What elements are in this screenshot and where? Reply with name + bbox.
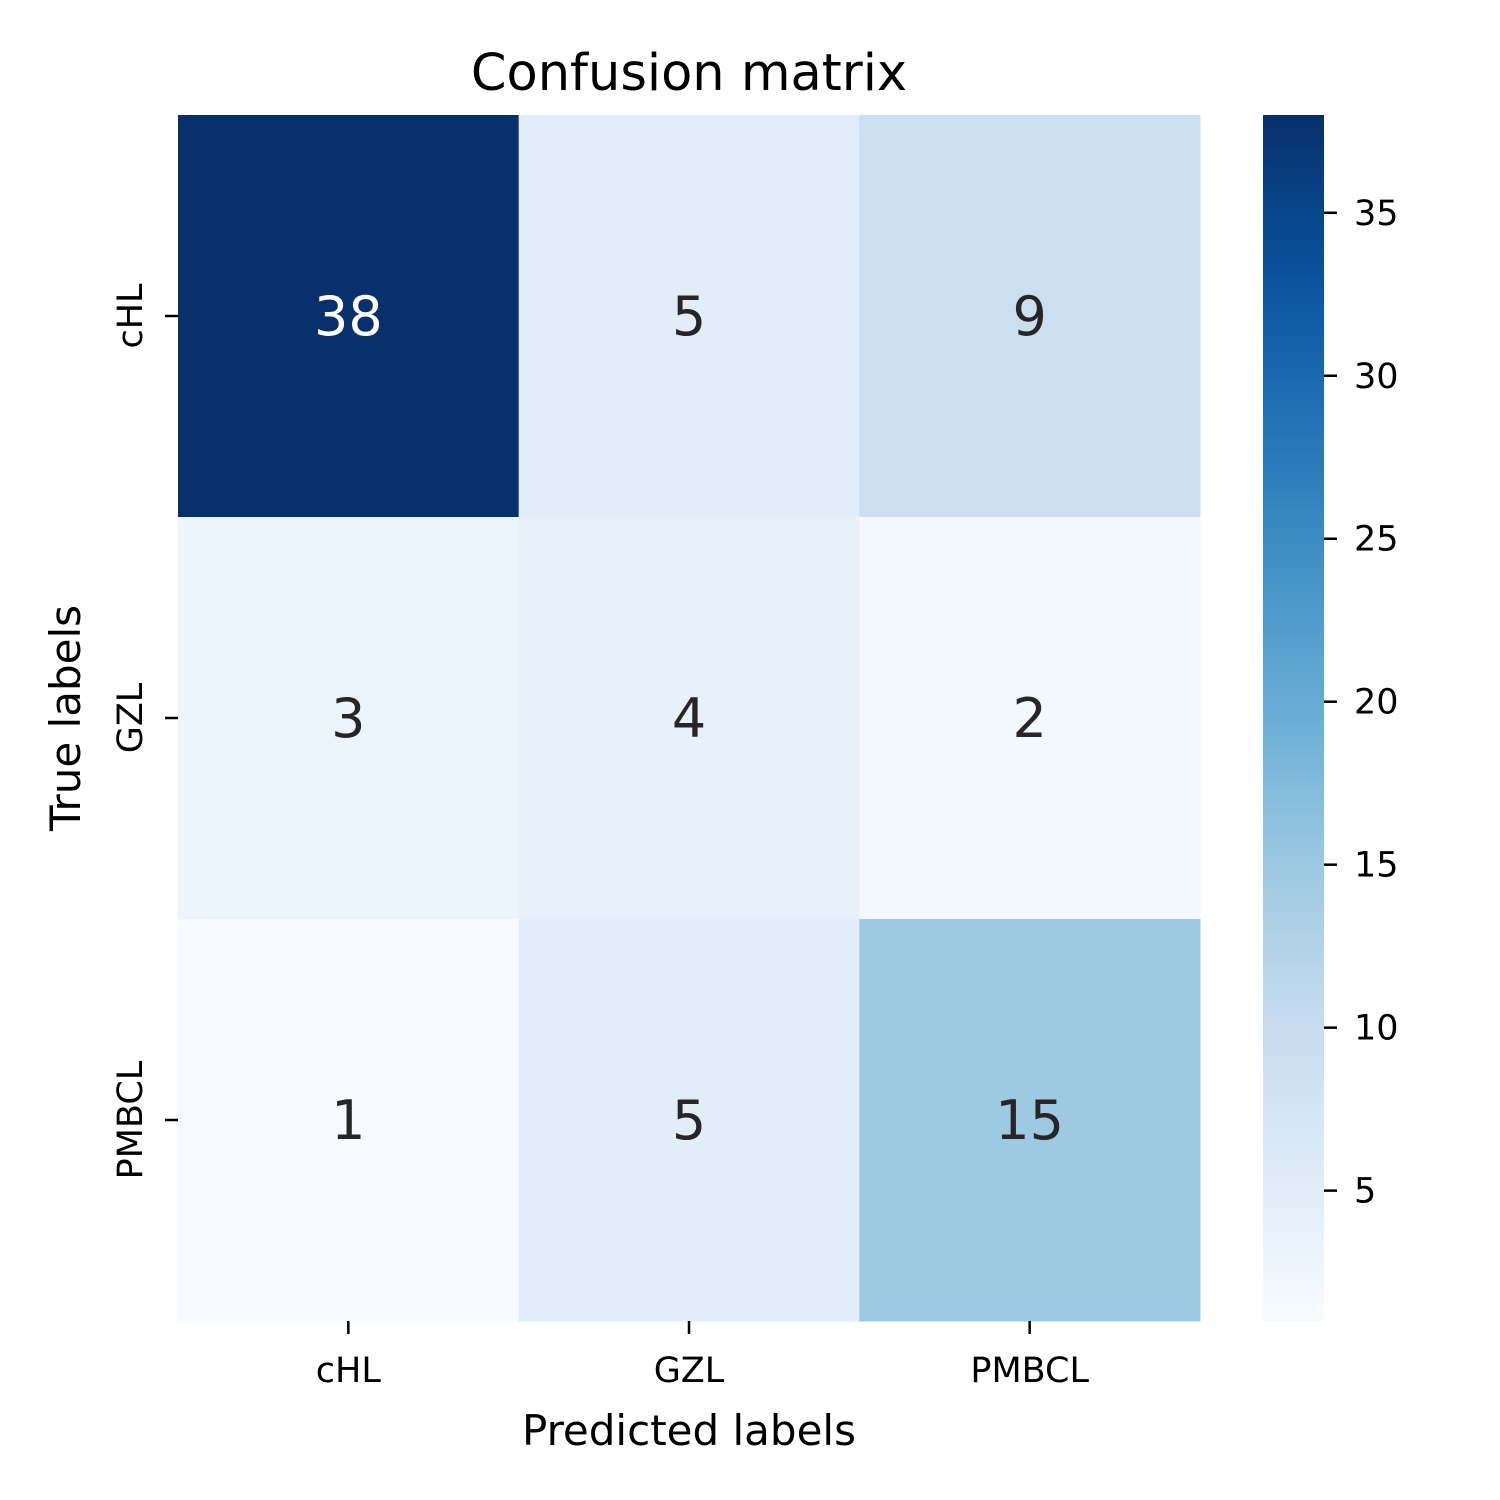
cell-value: 3: [331, 687, 365, 750]
heatmap-cell: [859, 115, 1201, 518]
cell-value: 38: [314, 285, 383, 348]
colorbar-gradient: [1263, 115, 1324, 1321]
colorbar-tick-label: 35: [1354, 194, 1399, 234]
heatmap-cell: [178, 115, 520, 518]
heatmap-cell: [518, 517, 860, 920]
cell-annotations: 38 5 93 4 21 5 15: [314, 285, 1064, 1152]
cell-value: 9: [1012, 285, 1046, 348]
cell-value: 1: [331, 1089, 365, 1152]
heatmap-cell: [178, 919, 520, 1322]
cell-value: 4: [672, 687, 706, 750]
colorbar-tick-label: 30: [1354, 357, 1399, 397]
cell-value: 15: [995, 1089, 1064, 1152]
y-axis: cHL GZL PMBCL: [111, 283, 178, 1179]
colorbar-tick-label: 25: [1354, 520, 1399, 560]
x-tick-label: PMBCL: [970, 1351, 1089, 1391]
colorbar-tick-label: 5: [1354, 1172, 1376, 1212]
y-tick-label: GZL: [111, 682, 151, 753]
x-tick-label: cHL: [316, 1351, 382, 1391]
cell-value: 5: [672, 1089, 706, 1152]
y-tick-label: PMBCL: [111, 1060, 151, 1179]
cell-value: 5: [672, 285, 706, 348]
y-tick-label: cHL: [111, 283, 151, 349]
x-axis-label: Predicted labels: [522, 1406, 856, 1455]
heatmap-cell: [859, 919, 1201, 1322]
cell-value: 2: [1012, 687, 1046, 750]
heatmap-cells: [178, 115, 1201, 1322]
heatmap-cell: [859, 517, 1201, 920]
x-tick-label: GZL: [654, 1351, 725, 1391]
colorbar-tick-label: 20: [1354, 683, 1399, 723]
x-axis: cHL GZL PMBCL: [316, 1321, 1089, 1391]
colorbar-tick-label: 10: [1354, 1009, 1399, 1049]
y-axis-label: True labels: [41, 605, 90, 832]
heatmap-cell: [518, 115, 860, 518]
colorbar-tick-label: 15: [1354, 846, 1399, 886]
heatmap-cell: [178, 517, 520, 920]
colorbar: 5 10 15 20 25 30 35: [1263, 115, 1399, 1321]
chart-title: Confusion matrix: [471, 44, 907, 103]
heatmap-cell: [518, 919, 860, 1322]
